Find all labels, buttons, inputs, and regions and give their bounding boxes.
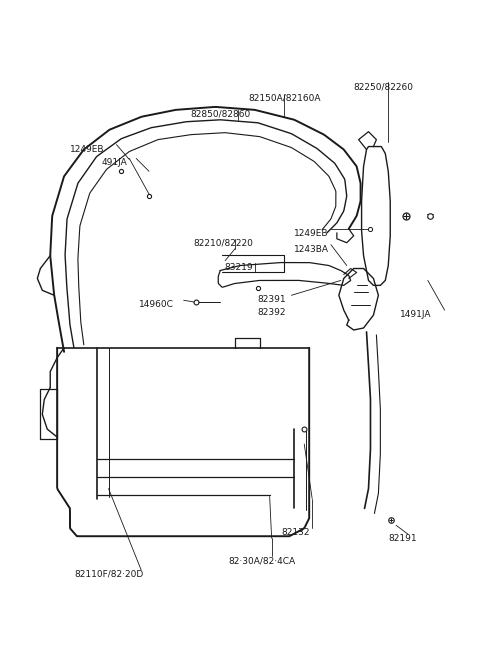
Text: 82132: 82132 [281,528,310,537]
Text: 82210/82220: 82210/82220 [193,238,253,248]
Text: 1249EB: 1249EB [70,145,105,154]
Text: 82250/82260: 82250/82260 [354,82,414,91]
Text: 82150A/82160A: 82150A/82160A [248,94,321,103]
Text: 1249EB: 1249EB [294,229,329,238]
Text: 82391: 82391 [258,295,287,304]
Text: 82·30A/82·4CA: 82·30A/82·4CA [228,556,295,565]
Text: 82392: 82392 [258,308,286,317]
Text: 83219: 83219 [224,263,253,271]
Text: 82850/82860: 82850/82860 [191,110,251,119]
Text: 82191: 82191 [388,534,417,543]
Text: 82110F/82·20D: 82110F/82·20D [74,570,143,579]
Text: 1491JA: 1491JA [400,310,432,319]
Text: 1243BA: 1243BA [294,244,329,254]
Text: 491JA: 491JA [102,158,127,168]
Text: 14960C: 14960C [139,300,174,309]
